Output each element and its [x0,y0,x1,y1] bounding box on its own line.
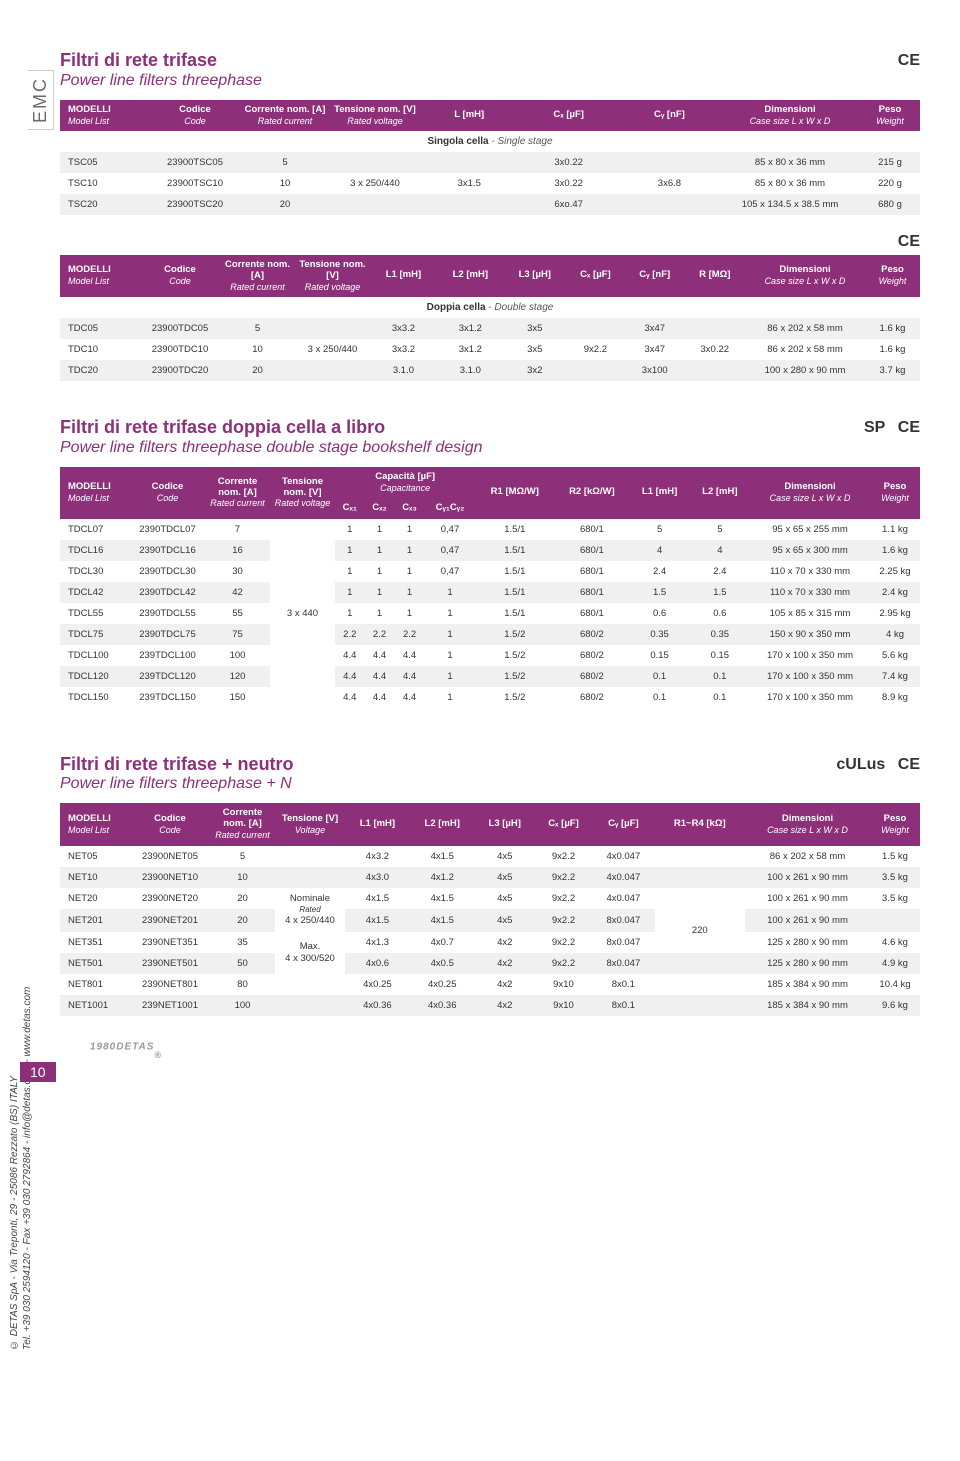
table-bookshelf: MODELLIModel List CodiceCode Corrente no… [60,467,920,708]
table-row: NET0523900NET0554x3.24x1.54x59x2.24x0.04… [60,846,920,867]
cert-badges: CE [890,231,920,255]
ce-icon: CE [898,756,920,774]
table-row: TDCL552390TDCL555511111.5/1680/10.60.610… [60,603,920,624]
company-footer: © DETAS SpA - Via Treponti, 29 - 25086 R… [8,850,34,1350]
ul-icon: cULus [836,756,885,774]
table-row: NET1001239NET10011004x0.364x0.364x29x108… [60,995,920,1016]
emc-side-tab: EMC [28,70,54,130]
cert-badges: cULus CE [828,754,920,778]
sec4-title: Filtri di rete trifase + neutro [60,754,920,776]
sec3-title: Filtri di rete trifase doppia cella a li… [60,417,920,439]
table-row: TDCL072390TDCL0773 x 4401110,471.5/1680/… [60,519,920,540]
table-double-stage: MODELLIModel List CodiceCode Corrente no… [60,255,920,381]
table-row: TDC0523900TDC0553x3.23x1.23x53x4786 x 20… [60,318,920,339]
sec1-title: Filtri di rete trifase [60,50,920,72]
table-row: NET2023900NET2020NominaleRated4 x 250/44… [60,888,920,909]
table-row: NET8012390NET801804x0.254x0.254x29x108x0… [60,974,920,995]
table-row: TSC0523900TSC0553x0.2285 x 80 x 36 mm215… [60,152,920,173]
csa-icon: SP [864,419,885,437]
table-row: TDC1023900TDC10103 x 250/4403x3.23x1.23x… [60,339,920,360]
table-row: TDCL422390TDCL424211111.5/1680/11.51.511… [60,582,920,603]
table-row: TDCL162390TDCL16161110,471.5/1680/14495 … [60,540,920,561]
page-number: 10 [20,1062,56,1082]
sec3-subtitle: Power line filters threephase double sta… [60,439,920,457]
sec4-subtitle: Power line filters threephase + N [60,775,920,793]
ce-icon: CE [898,52,920,70]
cert-badges: CE [890,50,920,74]
table-row: TSC1023900TSC10103 x 250/4403x1.53x0.223… [60,173,920,194]
table-row: TSC2023900TSC20206xo.47105 x 134.5 x 38.… [60,194,920,215]
table-row: TDCL100239TDCL1001004.44.44.411.5/2680/2… [60,645,920,666]
ce-icon: CE [898,419,920,437]
table-row: NET1023900NET10104x3.04x1.24x59x2.24x0.0… [60,867,920,888]
table-row: NET5012390NET501504x0.64x0.54x29x2.28x0.… [60,953,920,974]
table-row: NET3512390NET35135Max.4 x 300/5204x1.34x… [60,932,920,953]
detas-logo: 1980DETAS® [60,1032,920,1074]
table-row: TDC2023900TDC20203.1.03.1.03x23x100100 x… [60,360,920,381]
cert-badges: SP CE [856,417,920,441]
ce-icon: CE [898,233,920,251]
table-row: NET2012390NET201204x1.54x1.54x59x2.28x0.… [60,909,920,932]
table-row: TDCL302390TDCL30301110,471.5/1680/12.42.… [60,561,920,582]
table-single-stage: MODELLIModel List CodiceCode Corrente no… [60,100,920,215]
table-neutro: MODELLIModel List CodiceCode Corrente no… [60,803,920,1015]
table-row: TDCL120239TDCL1201204.44.44.411.5/2680/2… [60,666,920,687]
table-row: TDCL752390TDCL75752.22.22.211.5/2680/20.… [60,624,920,645]
sec1-subtitle: Power line filters threephase [60,72,920,90]
table-row: TDCL150239TDCL1501504.44.44.411.5/2680/2… [60,687,920,708]
